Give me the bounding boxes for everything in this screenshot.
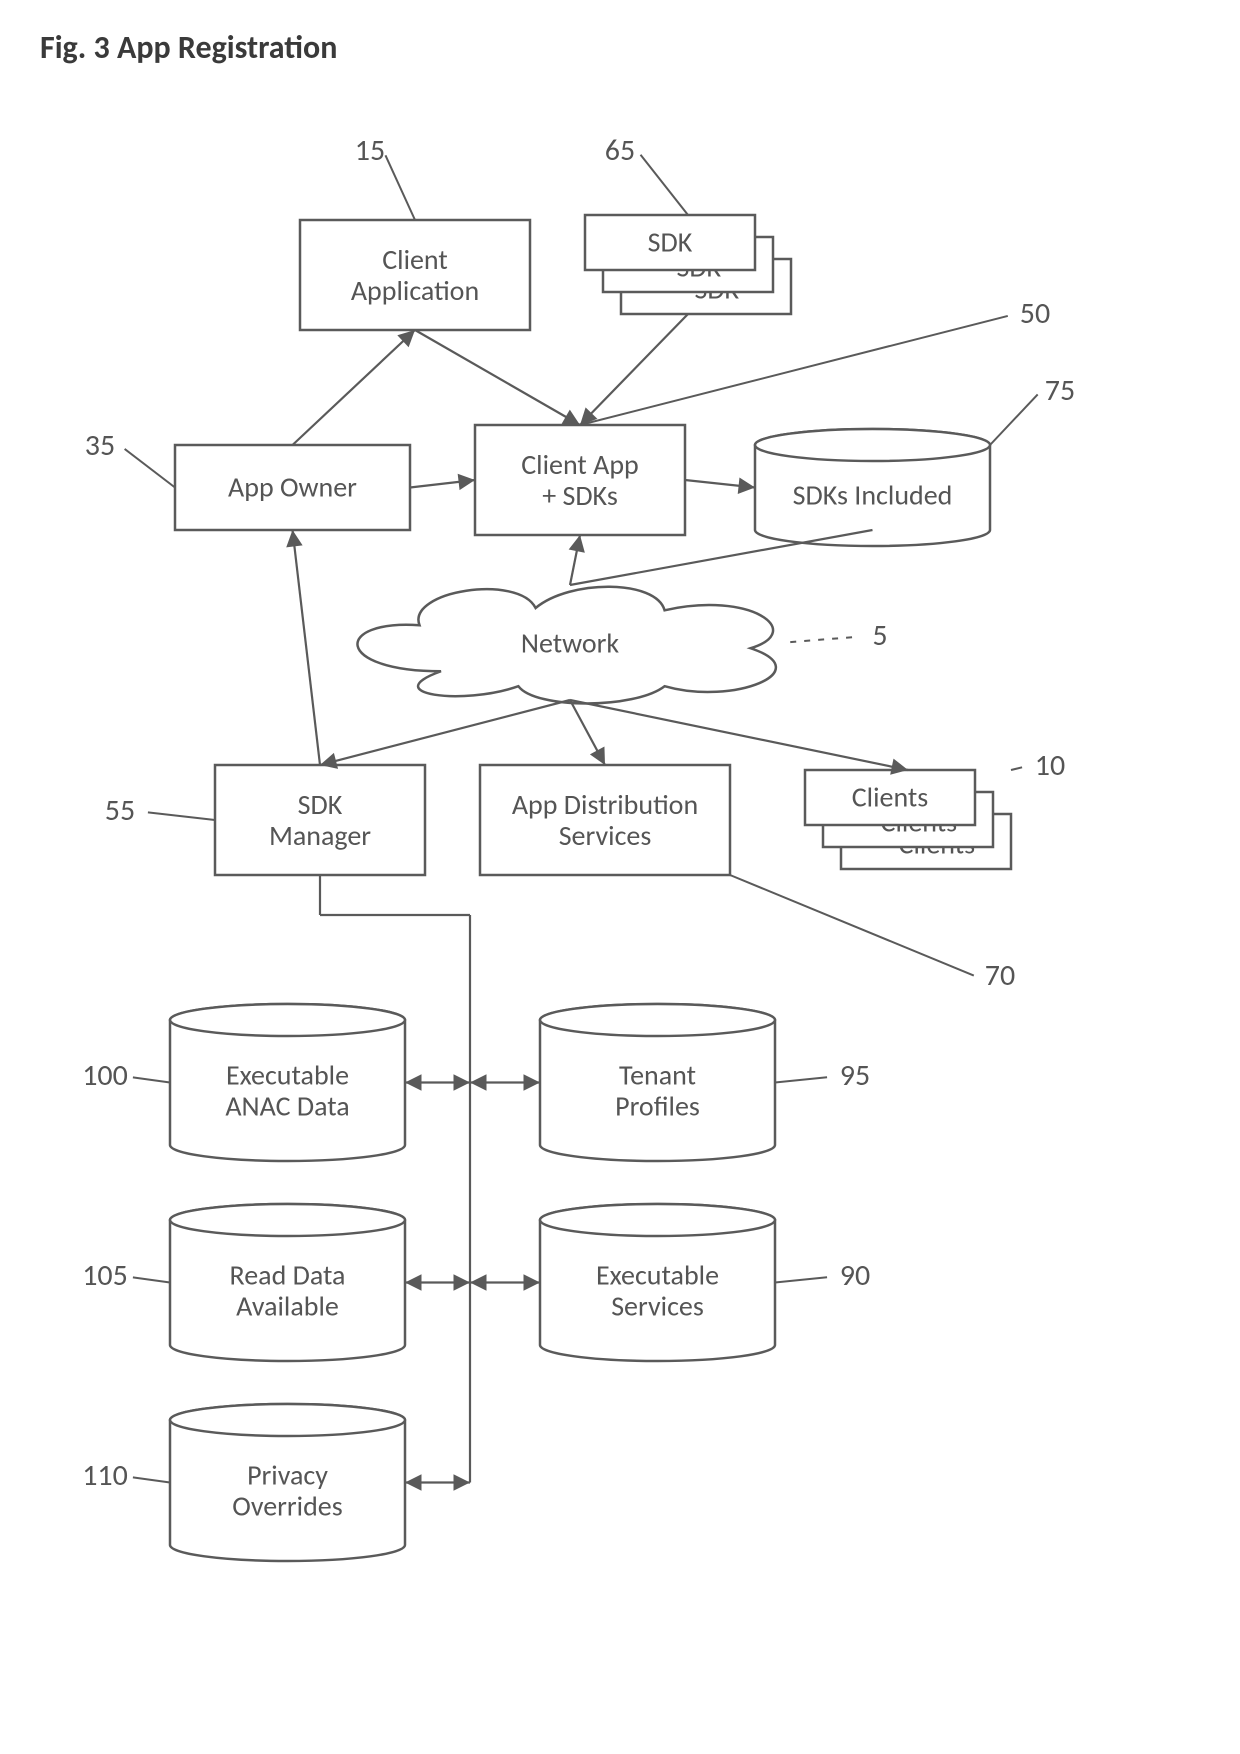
diagram-canvas: ClientApplicationSDKSDKSDKApp OwnerClien… xyxy=(0,0,1240,1754)
ref-110: 110 xyxy=(82,1457,128,1494)
ref-100: 100 xyxy=(82,1057,128,1094)
ref-10: 10 xyxy=(1035,747,1065,784)
ref-95: 95 xyxy=(840,1057,870,1094)
svg-text:App Owner: App Owner xyxy=(228,470,357,505)
svg-text:SDKs Included: SDKs Included xyxy=(793,478,953,513)
ref-15: 15 xyxy=(355,132,385,169)
svg-text:SDK: SDK xyxy=(648,225,693,260)
svg-text:PrivacyOverrides: PrivacyOverrides xyxy=(232,1458,342,1524)
ref-55: 55 xyxy=(105,792,135,829)
ref-5: 5 xyxy=(872,617,887,654)
svg-text:ExecutableANAC Data: ExecutableANAC Data xyxy=(225,1058,349,1124)
ref-50: 50 xyxy=(1020,295,1050,332)
svg-text:TenantProfiles: TenantProfiles xyxy=(615,1058,700,1124)
ref-75: 75 xyxy=(1045,372,1075,409)
ref-35: 35 xyxy=(85,427,115,464)
svg-text:Network: Network xyxy=(521,626,620,661)
ref-70: 70 xyxy=(985,957,1015,994)
svg-text:Clients: Clients xyxy=(852,780,929,815)
ref-105: 105 xyxy=(82,1257,128,1294)
svg-text:Read DataAvailable: Read DataAvailable xyxy=(230,1258,346,1324)
ref-65: 65 xyxy=(605,132,635,169)
svg-text:ExecutableServices: ExecutableServices xyxy=(596,1258,719,1324)
ref-90: 90 xyxy=(840,1257,870,1294)
